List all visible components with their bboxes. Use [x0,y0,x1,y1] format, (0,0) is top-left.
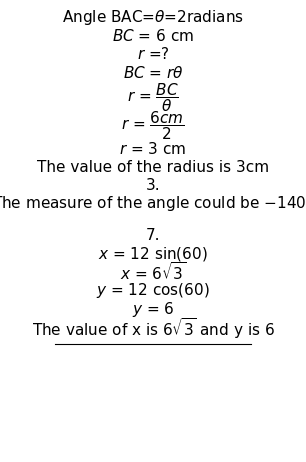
Text: 3.: 3. [146,177,160,193]
Text: $r$ =?: $r$ =? [136,46,170,62]
Text: $BC$ = 6 cm: $BC$ = 6 cm [112,28,194,44]
Text: The value of x is $6\sqrt{3}$ and y is 6: The value of x is $6\sqrt{3}$ and y is 6 [32,316,274,341]
Text: $y$ = 6: $y$ = 6 [132,299,174,319]
Text: Angle BAC=$\theta$=2radians: Angle BAC=$\theta$=2radians [62,8,244,27]
Text: $x$ = $6\sqrt{3}$: $x$ = $6\sqrt{3}$ [120,261,186,283]
Text: $r$ = $\dfrac{6cm}{2}$: $r$ = $\dfrac{6cm}{2}$ [121,109,185,142]
Text: $y$ = 12 cos(60): $y$ = 12 cos(60) [96,281,210,300]
Text: $r$ = $\dfrac{BC}{\theta}$: $r$ = $\dfrac{BC}{\theta}$ [127,81,179,114]
Text: $r$ = 3 cm: $r$ = 3 cm [119,141,187,157]
Text: The value of the radius is 3cm: The value of the radius is 3cm [37,160,269,175]
Text: 7.: 7. [146,228,160,243]
Text: $BC$ = $r\theta$: $BC$ = $r\theta$ [122,65,184,80]
Text: The measure of the angle could be $-140°$: The measure of the angle could be $-140°… [0,194,306,213]
Text: $x$ = 12 sin(60): $x$ = 12 sin(60) [98,245,208,263]
